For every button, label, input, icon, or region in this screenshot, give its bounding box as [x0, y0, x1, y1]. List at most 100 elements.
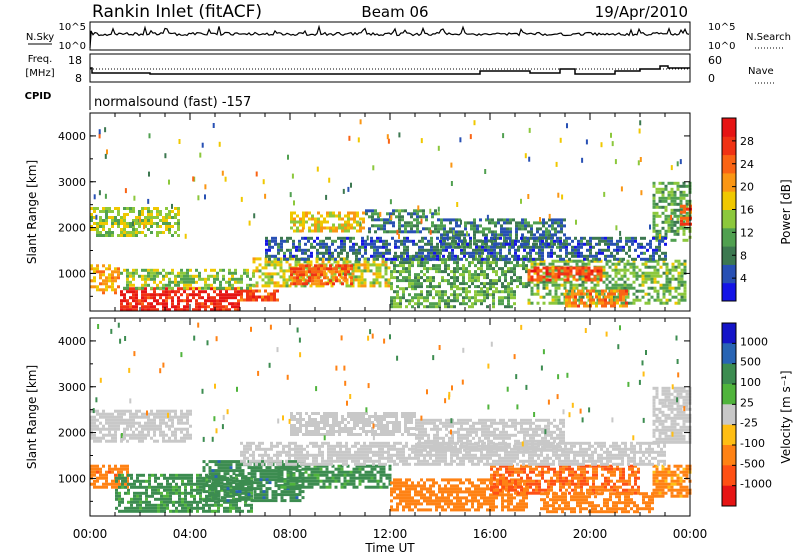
heatmap-cell [237, 290, 240, 293]
heatmap-cell [328, 237, 331, 240]
heatmap-cell [638, 160, 640, 165]
heatmap-cell [636, 290, 639, 293]
heatmap-cell [367, 236, 369, 241]
heatmap-cell [215, 481, 218, 484]
heatmap-cell [159, 302, 162, 305]
heatmap-cell [380, 477, 383, 480]
heatmap-cell [547, 252, 550, 255]
heatmap-cell [610, 299, 613, 302]
heatmap-cell [385, 246, 388, 249]
heatmap-cell [162, 231, 165, 234]
heatmap-cell [416, 218, 419, 221]
heatmap-cell [326, 477, 329, 480]
heatmap-cell [117, 213, 120, 216]
heatmap-cell [240, 281, 243, 284]
heatmap-cell [438, 302, 441, 305]
heatmap-cell [212, 469, 215, 472]
heatmap-cell [515, 230, 518, 233]
heatmap-cell [558, 296, 561, 299]
heatmap-cell [296, 221, 299, 224]
heatmap-cell [96, 465, 99, 468]
heatmap-cell [637, 255, 640, 258]
heatmap-cell [143, 224, 145, 229]
heatmap-cell [302, 227, 304, 232]
heatmap-cell [484, 237, 487, 240]
heatmap-cell [449, 221, 452, 224]
heatmap-cell [416, 227, 419, 230]
heatmap-cell [232, 507, 235, 510]
heatmap-cell [683, 211, 686, 214]
heatmap-cell [253, 213, 255, 218]
heatmap-cell [370, 263, 373, 266]
heatmap-cell [335, 267, 338, 270]
heatmap-cell [186, 299, 189, 302]
heatmap-cell [421, 258, 424, 261]
heatmap-cell [117, 471, 120, 474]
heatmap-cell [678, 281, 681, 284]
heatmap-cell [612, 287, 615, 290]
heatmap-cell [474, 290, 477, 293]
heatmap-cell [212, 493, 215, 496]
heatmap-cell [301, 258, 304, 261]
heatmap-cell [341, 471, 344, 474]
heatmap-cell [659, 206, 662, 209]
heatmap-cell [111, 480, 114, 483]
heatmap-cell [123, 234, 126, 237]
heatmap-cell [242, 469, 245, 472]
heatmap-cell [226, 510, 229, 513]
heatmap-cell [592, 237, 595, 240]
heatmap-cell [622, 293, 625, 296]
heatmap-cell [302, 218, 305, 221]
heatmap-cell [678, 263, 681, 266]
heatmap-cell [111, 282, 114, 285]
heatmap-cell [567, 273, 570, 276]
heatmap-cell [177, 299, 180, 302]
heatmap-cell [111, 222, 114, 225]
heatmap-cell [135, 296, 138, 299]
heatmap-cell [218, 460, 221, 463]
heatmap-cell [457, 243, 460, 246]
heatmap-cell [355, 255, 358, 258]
heatmap-cell [160, 510, 163, 513]
heatmap-cell [622, 246, 625, 249]
heatmap-cell [319, 252, 322, 255]
heatmap-cell [183, 278, 186, 281]
heatmap-cell [529, 246, 532, 249]
heatmap-cell [277, 252, 280, 255]
heatmap-cell [114, 207, 117, 210]
heatmap-cell [121, 477, 124, 480]
nave-label: Nave [748, 66, 774, 77]
heatmap-cell [350, 474, 353, 477]
heatmap-cell [114, 270, 117, 273]
heatmap-cell [510, 296, 513, 299]
heatmap-cell [495, 273, 498, 276]
heatmap-cell [510, 267, 513, 270]
heatmap-cell [129, 210, 132, 213]
heatmap-cell [386, 221, 389, 224]
heatmap-cell [516, 279, 519, 282]
heatmap-cell [543, 276, 546, 279]
heatmap-cell [290, 468, 293, 471]
heatmap-cell [423, 261, 426, 264]
heatmap-cell [678, 272, 681, 275]
heatmap-cell [273, 296, 276, 299]
heatmap-cell [545, 239, 548, 242]
heatmap-cell [393, 296, 396, 299]
heatmap-cell [666, 263, 669, 266]
heatmap-cell [125, 188, 127, 193]
heatmap-cell [412, 243, 415, 246]
heatmap-cell [123, 225, 126, 228]
heatmap-cell [414, 296, 417, 299]
heatmap-cell [126, 287, 129, 290]
heatmap-cell [531, 276, 534, 279]
heatmap-cell [548, 230, 550, 235]
heatmap-cell [474, 293, 477, 296]
heatmap-cell [425, 227, 428, 230]
heatmap-cell [271, 263, 274, 266]
heatmap-cell [523, 237, 526, 240]
heatmap-cell [311, 273, 314, 276]
heatmap-cell [469, 240, 472, 243]
heatmap-cell [649, 225, 651, 230]
heatmap-cell [150, 287, 153, 290]
heatmap-cell [293, 270, 296, 273]
